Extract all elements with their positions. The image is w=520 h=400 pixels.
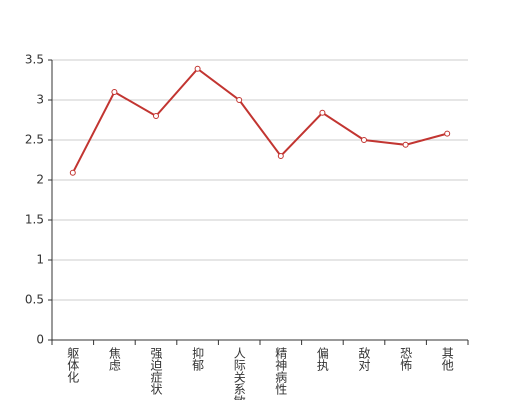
point bbox=[402, 141, 409, 148]
x-tick-label: 焦虑 bbox=[107, 347, 121, 371]
y-tick-label: 1 bbox=[36, 253, 44, 267]
point bbox=[319, 109, 326, 116]
point bbox=[69, 169, 76, 176]
x-tick-label: 强迫症状 bbox=[149, 347, 163, 395]
y-tick-label: 1.5 bbox=[25, 213, 44, 227]
x-tick-label: 人际关系敏感 bbox=[232, 347, 246, 400]
point bbox=[361, 137, 367, 143]
x-tick-label: 偏执 bbox=[315, 346, 329, 372]
x-tick-label: 抑郁 bbox=[191, 346, 205, 372]
y-tick-label: 0.5 bbox=[25, 293, 44, 307]
x-tick-label: 精神病性 bbox=[274, 347, 288, 396]
point bbox=[194, 65, 201, 72]
point bbox=[153, 113, 159, 119]
point bbox=[111, 89, 118, 95]
x-tick-label: 其他 bbox=[440, 347, 454, 371]
x-tick-label: 躯体化 bbox=[66, 346, 80, 384]
x-tick-label: 敌对 bbox=[357, 346, 371, 371]
y-tick-label: 3.5 bbox=[25, 53, 44, 67]
point bbox=[236, 97, 243, 103]
y-tick-label: 3 bbox=[36, 93, 44, 107]
line bbox=[71, 67, 448, 174]
y-tick-label: 2.5 bbox=[25, 133, 44, 147]
y-tick-label: 0 bbox=[36, 333, 44, 347]
y-tick-label: 2 bbox=[36, 173, 44, 187]
x-tick-label: 恐怖 bbox=[399, 347, 413, 371]
point bbox=[277, 153, 284, 159]
point bbox=[444, 130, 451, 137]
